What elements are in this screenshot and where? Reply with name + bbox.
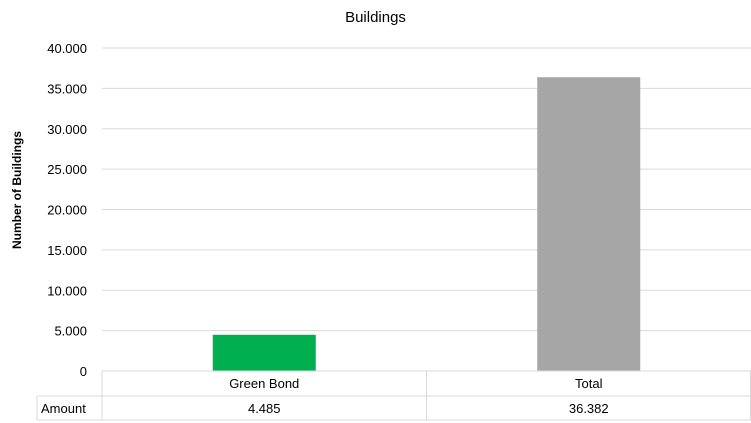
chart-title: Buildings [345, 9, 406, 26]
series-row-label: Amount [41, 401, 86, 416]
data-table: Green Bond Total Amount 4.485 36.382 [36, 370, 751, 421]
y-tick-label: 0 [80, 364, 87, 379]
y-tick-label: 30.000 [47, 122, 87, 137]
y-axis-ticks: 0 5.000 10.000 15.000 20.000 25.000 30.000 35.0… [47, 41, 87, 379]
y-tick-label: 40.000 [47, 41, 87, 56]
category-label: Total [575, 376, 603, 391]
bar [212, 334, 316, 371]
bar [537, 77, 641, 372]
y-tick-label: 35.000 [47, 81, 87, 96]
y-tick-label: 5.000 [54, 324, 87, 339]
y-tick-label: 10.000 [47, 283, 87, 298]
value-cell: 36.382 [569, 401, 609, 416]
gridlines [102, 47, 751, 332]
y-tick-label: 20.000 [47, 203, 87, 218]
y-tick-label: 25.000 [47, 162, 87, 177]
value-cell: 4.485 [248, 401, 281, 416]
bars [212, 77, 641, 372]
category-label: Green Bond [229, 376, 299, 391]
y-tick-label: 15.000 [47, 243, 87, 258]
